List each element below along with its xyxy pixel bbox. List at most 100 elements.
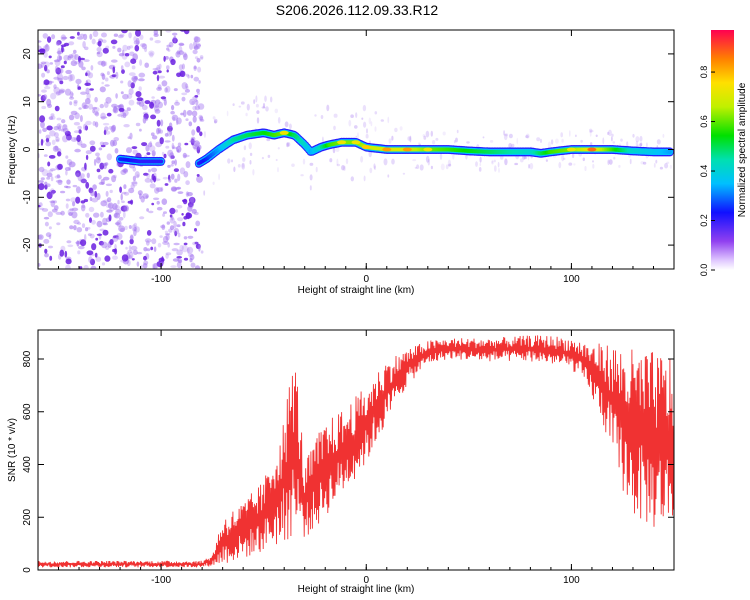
noise-point [348,119,352,127]
noise-point [341,165,345,171]
noise-point [164,140,171,143]
noise-point [39,115,46,123]
noise-point [198,114,203,120]
noise-point [493,159,496,163]
noise-point [184,89,190,93]
noise-point [123,168,129,174]
noise-point [54,132,59,138]
noise-point [170,173,175,180]
noise-point [104,101,109,108]
noise-point [74,54,79,61]
noise-point [99,103,105,109]
noise-point [243,145,247,151]
noise-point [150,178,153,184]
noise-point [134,226,140,233]
noise-point [165,253,169,259]
noise-point [168,122,173,129]
noise-point [49,255,53,261]
noise-point [171,215,174,221]
noise-point [414,166,418,169]
noise-point [76,227,83,233]
noise-point [545,159,549,162]
noise-point [336,163,340,167]
noise-point [69,101,73,106]
noise-point [78,60,84,68]
noise-point [58,125,61,132]
noise-point [121,114,124,118]
figure-title: S206.2026.112.09.33.R12 [276,2,439,18]
noise-point [182,221,186,227]
noise-point [167,129,172,137]
noise-point [231,159,233,163]
noise-point [122,168,128,174]
noise-point [131,146,138,150]
noise-point [374,111,378,115]
noise-point [632,133,635,138]
noise-point [362,104,367,112]
noise-point [128,99,135,106]
noise-point [128,187,135,194]
noise-point [54,59,61,67]
noise-point [101,241,108,249]
noise-point [111,59,118,63]
noise-point [112,255,118,260]
noise-point [56,117,62,121]
noise-point [114,222,121,226]
noise-point [196,125,201,133]
noise-point [80,239,87,247]
noise-point [157,242,162,248]
noise-point [45,43,48,47]
noise-point [653,163,656,168]
noise-point [635,136,640,143]
ridge-peak [361,145,371,150]
noise-point [256,110,260,114]
noise-point [226,110,229,117]
noise-point [62,124,68,128]
noise-point [60,190,66,194]
noise-point [65,170,68,176]
noise-point [40,138,44,146]
noise-point [80,200,86,204]
noise-point [69,225,74,230]
noise-point [150,246,154,251]
noise-point [374,126,377,132]
noise-point [491,159,494,164]
noise-point [482,136,485,139]
noise-point [171,145,175,149]
noise-point [76,36,84,40]
noise-point [569,130,571,137]
noise-point [199,55,204,59]
noise-point [300,174,304,177]
noise-point [173,35,177,43]
noise-point [156,187,163,193]
noise-point [134,171,140,179]
noise-point [68,74,73,82]
noise-point [274,108,278,114]
noise-point [80,91,87,95]
noise-point [662,133,665,138]
noise-point [63,60,67,65]
noise-point [89,33,93,40]
noise-point [77,31,80,36]
noise-point [138,78,145,82]
noise-point [44,64,48,72]
noise-point [100,200,107,207]
noise-point [187,74,190,79]
noise-point [177,232,181,238]
noise-point [122,112,127,119]
noise-point [105,96,112,104]
noise-point [91,38,96,45]
noise-point [49,62,54,65]
noise-point [181,92,188,96]
noise-point [135,91,142,98]
noise-point [127,136,131,140]
noise-point [370,121,373,127]
noise-point [65,69,72,75]
top-y-tick-label: 10 [22,96,33,108]
noise-point [479,156,482,163]
noise-point [416,164,419,169]
noise-point [366,128,368,134]
noise-point [129,45,133,49]
noise-point [264,95,267,102]
noise-point [50,189,56,194]
